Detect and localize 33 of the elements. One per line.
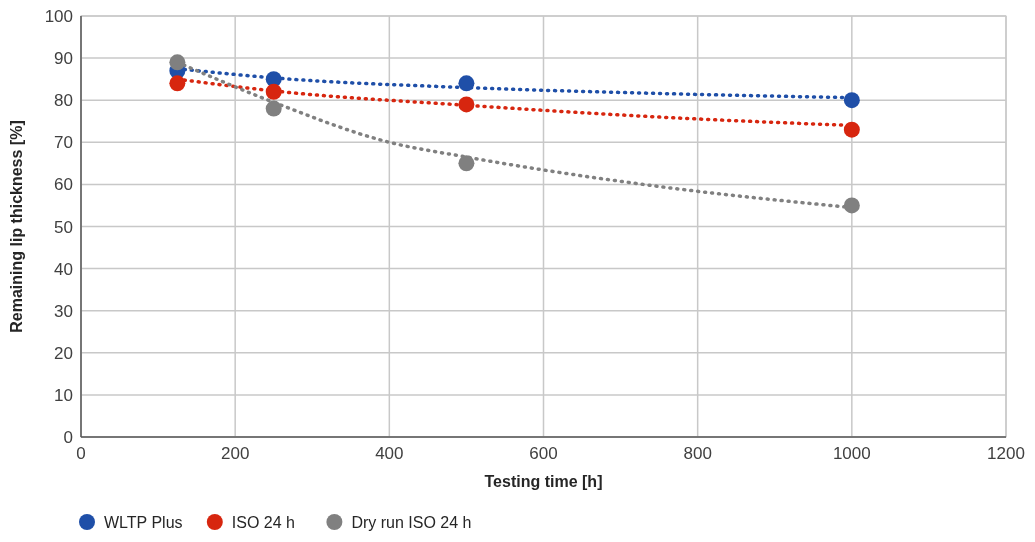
legend-label: WLTP Plus [104, 514, 183, 531]
x-tick-label: 800 [683, 444, 712, 463]
x-tick-label: 0 [76, 444, 86, 463]
x-tick-label: 200 [220, 444, 250, 463]
x-axis-title: Testing time [h] [484, 473, 603, 490]
y-axis-title: Remaining lip thickness [%] [8, 120, 25, 333]
x-tick-label: 1000 [832, 444, 871, 463]
y-tick-label: 80 [54, 91, 73, 111]
legend-label: Dry run ISO 24 h [351, 514, 472, 531]
y-tick-label: 0 [63, 428, 73, 447]
y-tick-label: 50 [54, 217, 73, 237]
point [843, 197, 860, 214]
y-tick-label: 100 [44, 7, 73, 26]
x-tick-label: 400 [375, 444, 404, 463]
point [458, 75, 475, 92]
y-tick-label: 70 [54, 133, 73, 153]
y-tick-label: 40 [54, 259, 73, 279]
y-tick-label: 30 [54, 301, 73, 321]
point [265, 100, 282, 117]
point [843, 121, 860, 138]
x-tick-label: 1200 [987, 444, 1025, 463]
y-tick-label: 90 [54, 49, 73, 69]
x-tick-label: 600 [529, 444, 558, 463]
legend-label: ISO 24 h [231, 514, 295, 531]
point [169, 54, 186, 71]
y-tick-label: 10 [54, 385, 73, 405]
y-tick-label: 20 [54, 343, 73, 363]
point [458, 155, 475, 172]
y-tick-label: 60 [54, 175, 73, 195]
point [843, 92, 860, 109]
point [458, 96, 475, 113]
point [265, 83, 282, 100]
point [169, 75, 186, 92]
